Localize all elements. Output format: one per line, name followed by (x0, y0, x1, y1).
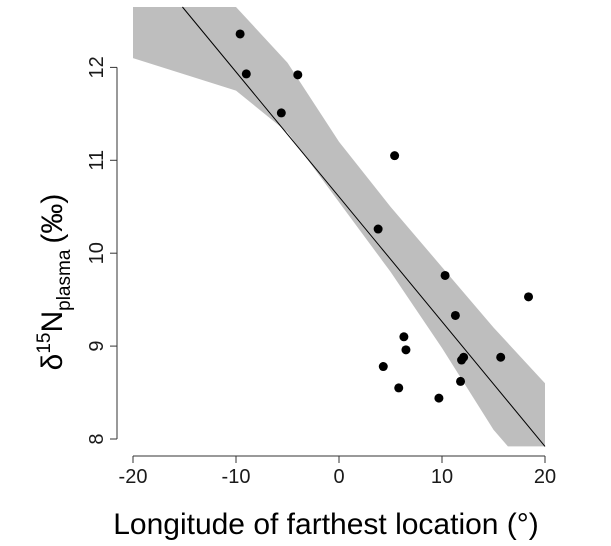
y-axis-title-base: N (36, 311, 69, 333)
data-point (293, 70, 303, 80)
y-tick-label: 9 (86, 341, 108, 352)
y-axis-title-unit: (‰) (36, 194, 69, 244)
data-point (496, 352, 506, 362)
data-point (440, 270, 450, 280)
data-point (373, 224, 383, 234)
y-tick-label: 10 (86, 242, 108, 264)
y-axis-title-subscript: plasma (54, 249, 75, 311)
data-point (401, 345, 411, 355)
y-axis-title-delta: δ (36, 354, 69, 371)
data-point (235, 29, 245, 39)
x-tick-label: 20 (534, 466, 556, 488)
regression-line (182, 6, 546, 447)
y-tick-label: 8 (86, 433, 108, 444)
x-tick-label: 0 (333, 466, 344, 488)
fit-line-layer (182, 6, 546, 447)
data-point (434, 393, 444, 403)
y-tick-label: 12 (86, 56, 108, 78)
data-point (276, 108, 286, 118)
data-points-layer (235, 29, 534, 403)
x-tick-label: -20 (119, 466, 148, 488)
confidence-band (133, 7, 545, 447)
x-tick-label: -10 (222, 466, 251, 488)
data-point (394, 383, 404, 393)
y-axis-title-superscript: 15 (34, 333, 55, 354)
data-point (399, 332, 409, 342)
data-point (457, 355, 467, 365)
data-point (378, 362, 388, 372)
data-point (450, 310, 460, 320)
data-point (524, 292, 534, 302)
axes-layer: -20 -10 0 10 20 8 9 10 11 12 (86, 56, 556, 488)
x-tick-label: 10 (431, 466, 453, 488)
confidence-band-layer (133, 7, 545, 447)
x-axis-title: Longitude of farthest location (°) (113, 508, 539, 541)
y-axis-title: δ15Nplasma (‰) (34, 194, 75, 371)
data-point (456, 376, 466, 386)
data-point (390, 151, 400, 161)
y-tick-label: 11 (86, 150, 108, 171)
data-point (241, 69, 251, 79)
